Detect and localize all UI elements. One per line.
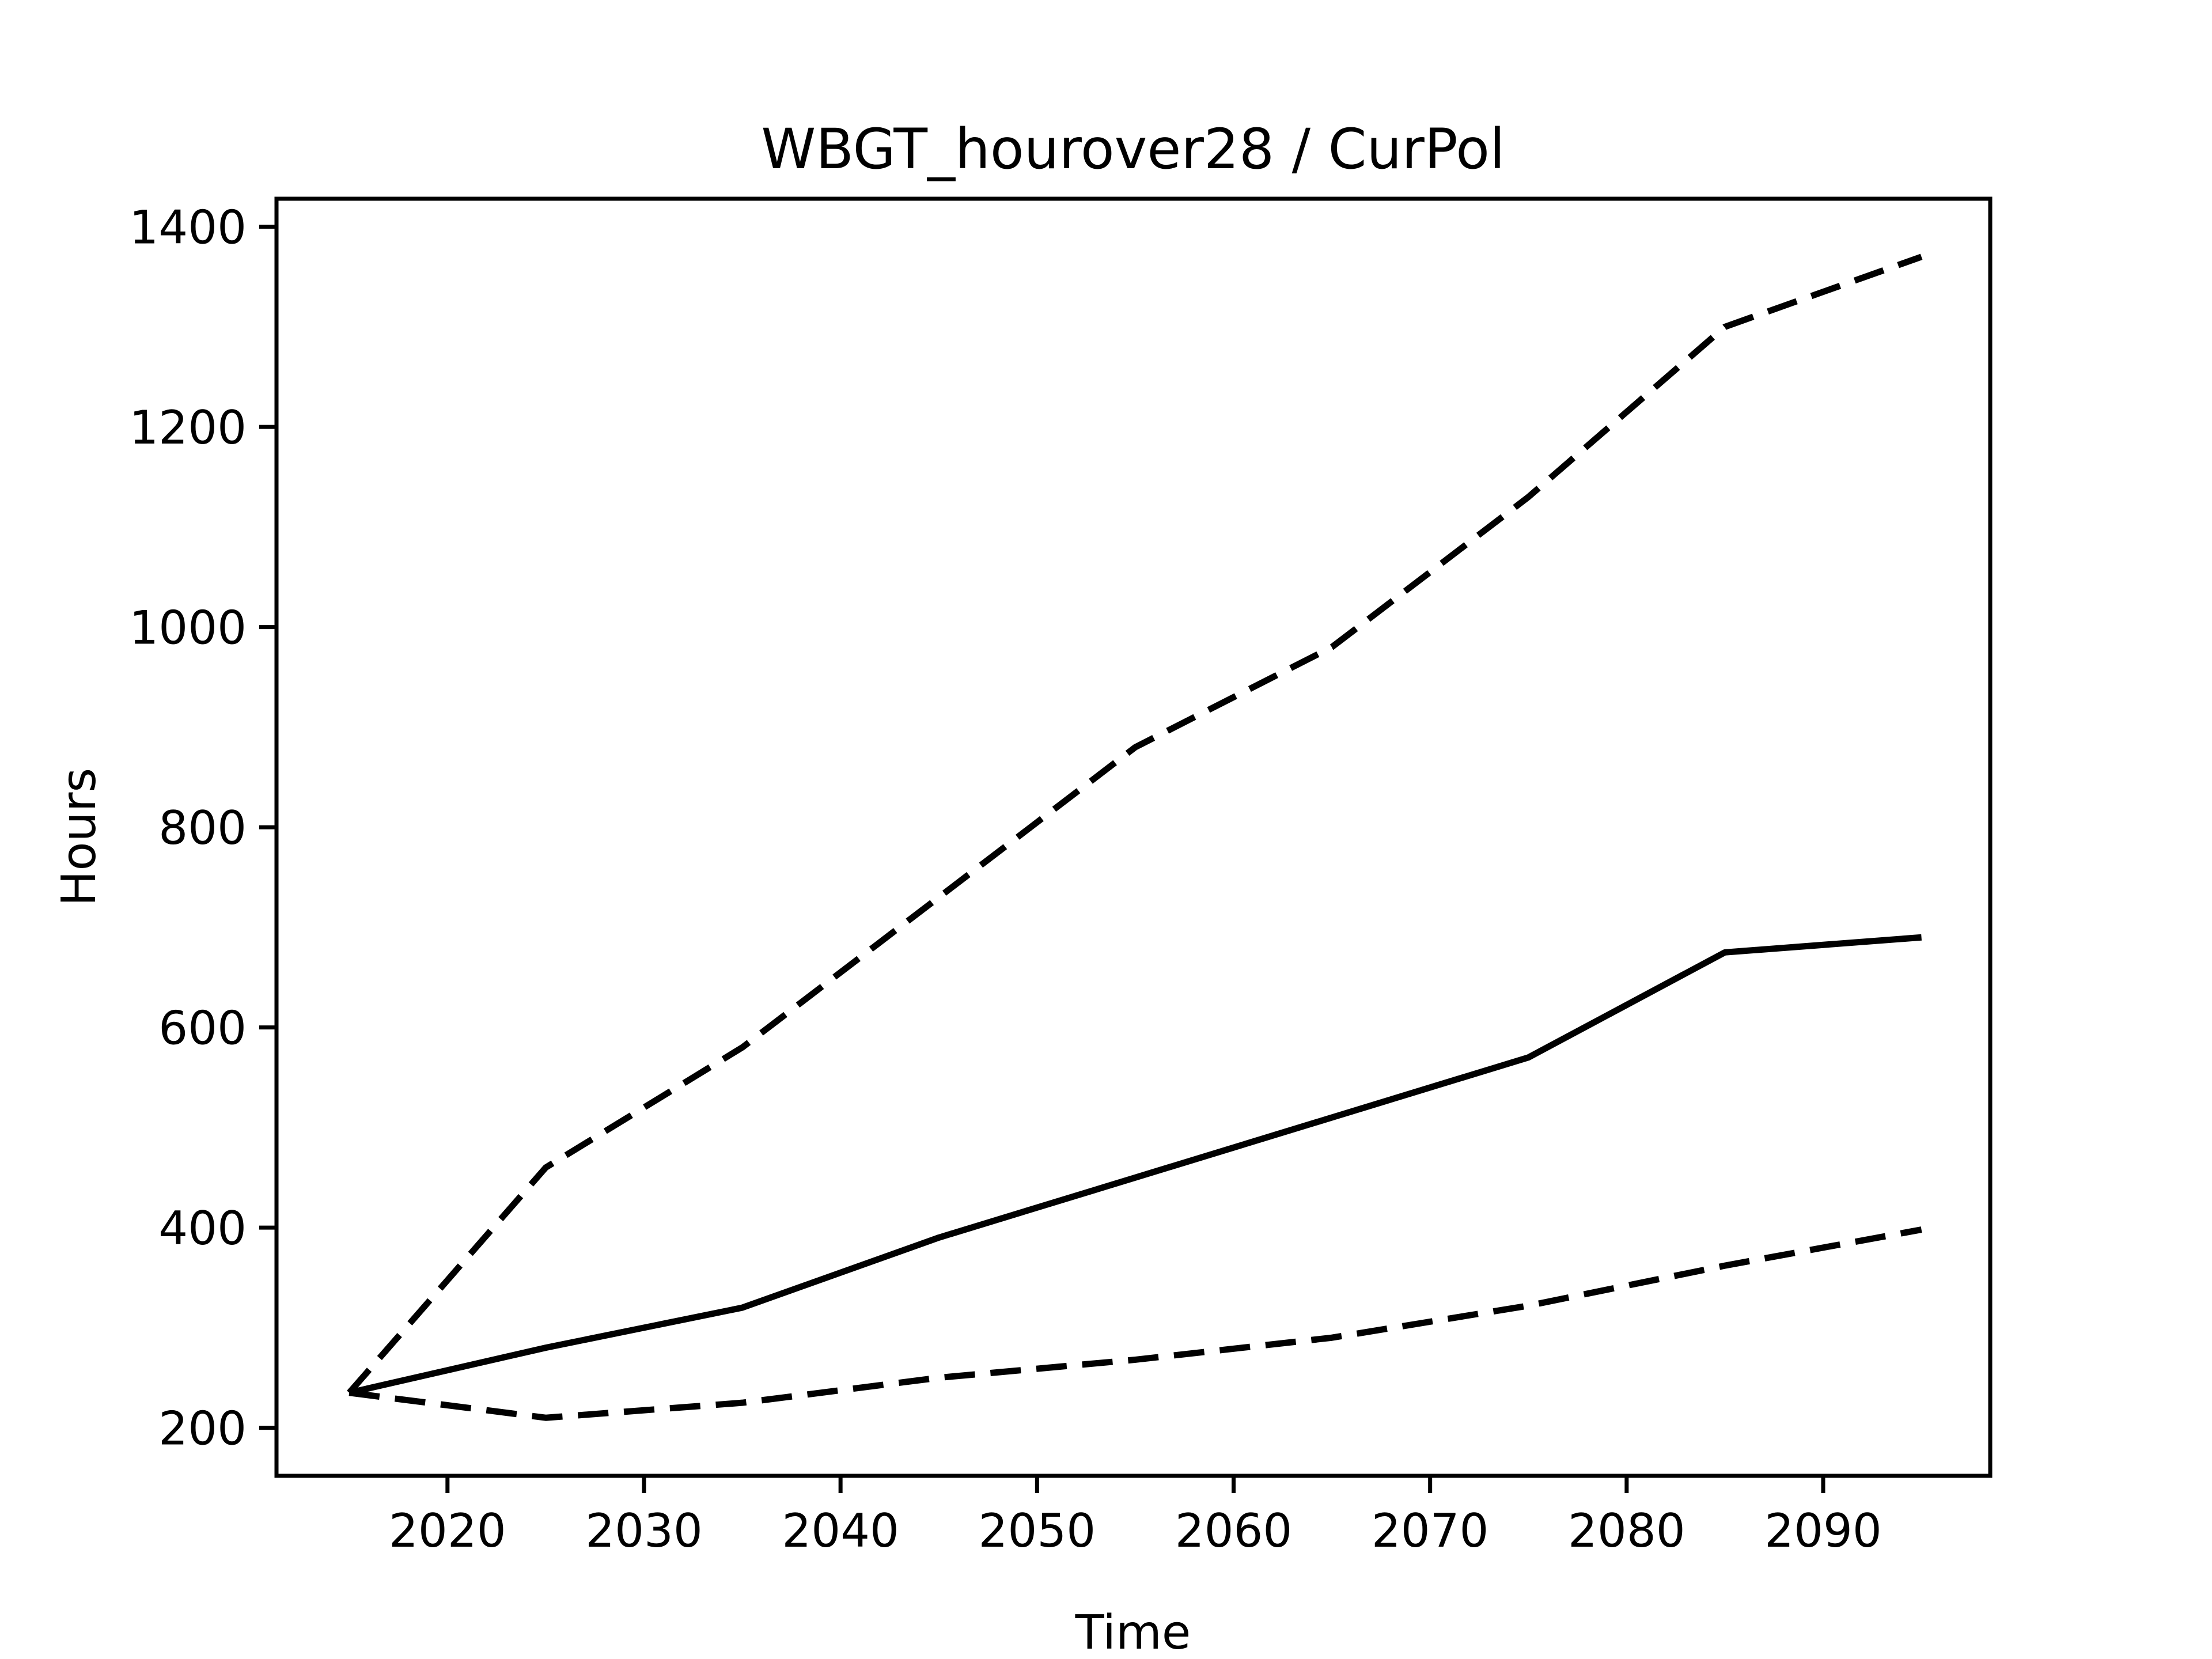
- x-tick-label: 2090: [1764, 1504, 1882, 1558]
- x-axis-tick-labels: 2020 2030 2040 2050 2060 2070 2080 2090: [389, 1504, 1882, 1558]
- x-axis-label: Time: [1075, 1605, 1191, 1659]
- x-tick-label: 2020: [389, 1504, 506, 1558]
- x-tick-label: 2060: [1175, 1504, 1293, 1558]
- y-tick-label: 800: [158, 801, 247, 855]
- y-axis-tick-labels: 200 400 600 800 1000 1200 1400: [129, 201, 247, 1456]
- x-tick-label: 2040: [782, 1504, 899, 1558]
- x-tick-label: 2070: [1372, 1504, 1489, 1558]
- x-tick-label: 2050: [979, 1504, 1096, 1558]
- x-tick-label: 2080: [1568, 1504, 1685, 1558]
- y-axis-label: Hours: [52, 768, 107, 906]
- y-tick-label: 1200: [129, 401, 247, 454]
- series-line-upper-envelope: [347, 253, 1923, 1395]
- y-tick-label: 1000: [129, 601, 247, 655]
- x-tick-label: 2030: [585, 1504, 703, 1558]
- series-line-lower-envelope: [349, 1226, 1922, 1421]
- x-axis-ticks: [445, 1476, 1825, 1493]
- y-tick-label: 400: [158, 1202, 247, 1255]
- y-tick-label: 1400: [129, 201, 247, 255]
- plot-border: [274, 196, 1993, 1478]
- series-line-central-estimate: [349, 934, 1922, 1396]
- y-tick-label: 600: [158, 1002, 247, 1055]
- y-axis-ticks: [259, 225, 276, 1430]
- chart-title: WBGT_hourover28 / CurPol: [761, 117, 1505, 181]
- y-tick-label: 200: [158, 1402, 247, 1456]
- series-lines: [347, 253, 1923, 1421]
